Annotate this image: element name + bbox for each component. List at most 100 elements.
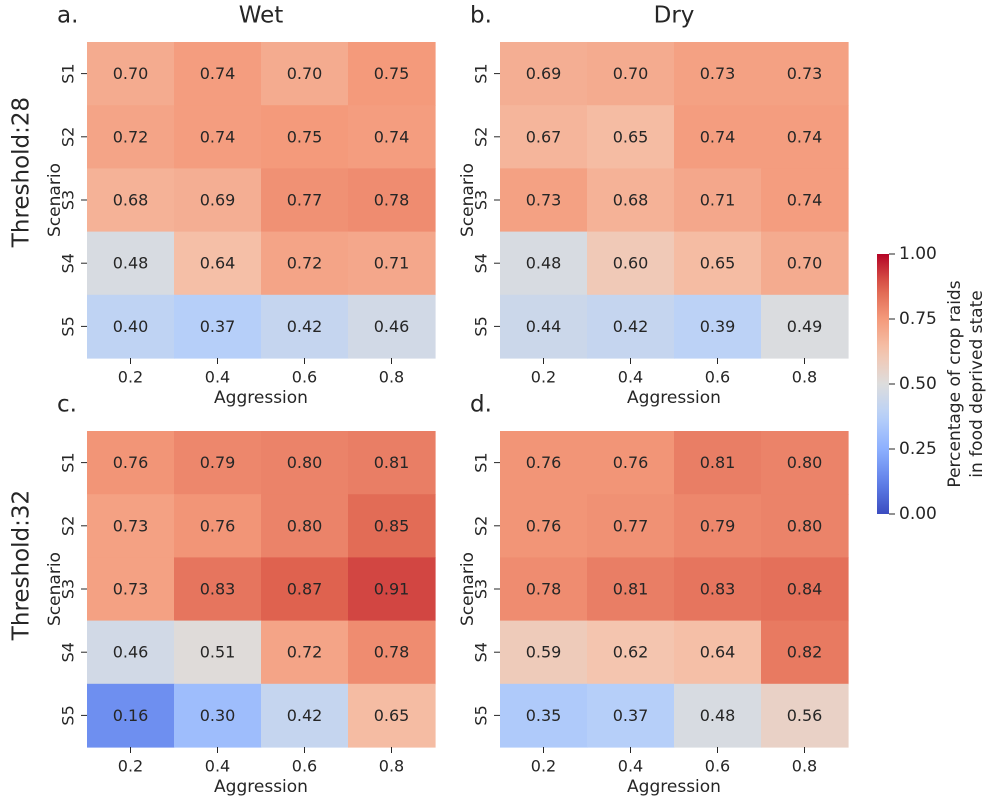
colorbar-tick-label: 1.00 — [899, 244, 937, 264]
heatmap-cell — [674, 557, 762, 622]
heatmap-cell — [674, 294, 762, 359]
heatmap-cell-value: 0.81 — [613, 580, 649, 599]
heatmap-cell — [348, 557, 436, 622]
colorbar-ticks: 0.00 0.25 0.50 0.75 1.00 — [889, 244, 937, 524]
heatmap-cell — [348, 168, 436, 233]
heatmap-cell-value: 0.68 — [613, 191, 649, 210]
heatmap-cell — [761, 431, 849, 495]
heatmap-cell-value: 0.49 — [787, 317, 823, 336]
heatmap-cell-value: 0.42 — [287, 317, 323, 336]
heatmap-cell — [761, 168, 849, 233]
heatmap-cell-value: 0.74 — [787, 191, 823, 210]
x-tick-label: 0.6 — [705, 368, 730, 387]
heatmap-cell — [761, 294, 849, 359]
heatmap-cell — [87, 494, 175, 558]
heatmap-cell — [87, 683, 175, 748]
heatmap-cell-value: 0.68 — [113, 191, 149, 210]
heatmap-cell-value: 0.37 — [613, 706, 649, 725]
heatmap-cell-value: 0.76 — [526, 516, 562, 535]
row-label-threshold-32: Threshold:32 — [9, 490, 35, 641]
heatmap-cell-value: 0.42 — [613, 317, 649, 336]
heatmap-cell-value: 0.35 — [526, 706, 562, 725]
heatmap-cell — [674, 620, 762, 685]
y-tick-label: S2 — [472, 516, 491, 536]
colorbar-tick-label: 0.75 — [899, 309, 937, 329]
y-tick-label: S3 — [59, 579, 78, 599]
heatmap-cell-value: 0.65 — [613, 127, 649, 146]
heatmap-cell-value: 0.76 — [200, 516, 236, 535]
y-tick-label: S4 — [59, 642, 78, 662]
heatmap-cell — [761, 231, 849, 296]
heatmap-cell-value: 0.73 — [526, 191, 562, 210]
heatmap-cell-value: 0.73 — [700, 64, 736, 83]
heatmap-cell — [500, 294, 588, 359]
heatmap-panel-2: 0.69 0.70 0.73 0.73 0.67 0.65 0.74 0.74 0.73 0.68… — [458, 3, 849, 408]
colorbar-label-line1: Percentage of crop raids — [945, 280, 965, 487]
heatmap-cell — [761, 105, 849, 169]
y-tick-label: S3 — [59, 190, 78, 210]
heatmap-cell-value: 0.78 — [374, 643, 410, 662]
x-axis-label: Aggression — [214, 777, 308, 797]
heatmap-cell — [674, 494, 762, 558]
heatmap-cell-value: 0.79 — [700, 516, 736, 535]
heatmap-cell — [261, 168, 349, 233]
heatmap-cell-value: 0.70 — [287, 64, 323, 83]
heatmap-cell — [348, 683, 436, 748]
heatmap-cell-value: 0.16 — [113, 706, 149, 725]
heatmap-cell-value: 0.46 — [113, 643, 149, 662]
heatmap-cell — [174, 557, 262, 622]
x-tick-label: 0.8 — [379, 368, 404, 387]
heatmap-cell — [500, 231, 588, 296]
heatmap-cell-value: 0.70 — [787, 254, 823, 273]
heatmap-cell-value: 0.72 — [113, 127, 149, 146]
heatmap-cell — [87, 105, 175, 169]
x-axis-label: Aggression — [214, 388, 308, 408]
heatmap-cell-value: 0.78 — [526, 580, 562, 599]
heatmap-cell — [674, 42, 762, 106]
heatmap-cell-value: 0.77 — [613, 516, 649, 535]
x-axis-label: Aggression — [627, 388, 721, 408]
y-tick-label: S5 — [59, 705, 78, 725]
heatmap-cell-value: 0.60 — [613, 254, 649, 273]
heatmap-cell — [587, 42, 675, 106]
heatmap-cell-value: 0.85 — [374, 516, 410, 535]
heatmap-cell — [348, 294, 436, 359]
heatmap-cell-value: 0.80 — [287, 516, 323, 535]
panel-label: b. — [470, 3, 492, 29]
heatmap-cell-value: 0.39 — [700, 317, 736, 336]
heatmap-cell-value: 0.78 — [374, 191, 410, 210]
x-tick-label: 0.8 — [379, 757, 404, 776]
y-tick-label: S4 — [59, 253, 78, 273]
y-tick-label: S2 — [59, 127, 78, 147]
heatmap-cell — [261, 105, 349, 169]
heatmap-cell-value: 0.30 — [200, 706, 236, 725]
heatmap-cell — [587, 431, 675, 495]
heatmap-cell — [674, 168, 762, 233]
heatmap-cell — [500, 105, 588, 169]
heatmap-cell-value: 0.69 — [526, 64, 562, 83]
heatmap-cell-value: 0.87 — [287, 580, 323, 599]
heatmap-cell — [87, 231, 175, 296]
panel-title: Dry — [654, 3, 695, 29]
heatmap-cell — [348, 431, 436, 495]
heatmap-cell — [500, 557, 588, 622]
heatmap-cell-value: 0.80 — [787, 453, 823, 472]
y-tick-label: S3 — [472, 190, 491, 210]
heatmap-cell-value: 0.40 — [113, 317, 149, 336]
heatmap-cell — [500, 620, 588, 685]
heatmap-cell — [87, 42, 175, 106]
y-axis-label: Scenario — [458, 163, 478, 237]
colorbar: 0.00 0.25 0.50 0.75 1.00 Percentage of crop … — [877, 244, 987, 524]
heatmap-cell — [348, 105, 436, 169]
heatmap-panel-4: 0.76 0.76 0.81 0.80 0.76 0.77 0.79 0.80 0.78 0.81… — [458, 392, 849, 797]
heatmap-cell-value: 0.76 — [526, 453, 562, 472]
colorbar-tick-label: 0.00 — [899, 504, 937, 524]
heatmap-cell-value: 0.74 — [374, 127, 410, 146]
heatmap-cell — [587, 620, 675, 685]
y-tick-label: S5 — [59, 316, 78, 336]
heatmap-cell-value: 0.76 — [613, 453, 649, 472]
heatmap-cell-value: 0.70 — [113, 64, 149, 83]
heatmap-cell-value: 0.75 — [287, 127, 323, 146]
heatmap-cell-value: 0.75 — [374, 64, 410, 83]
heatmap-cell — [261, 494, 349, 558]
